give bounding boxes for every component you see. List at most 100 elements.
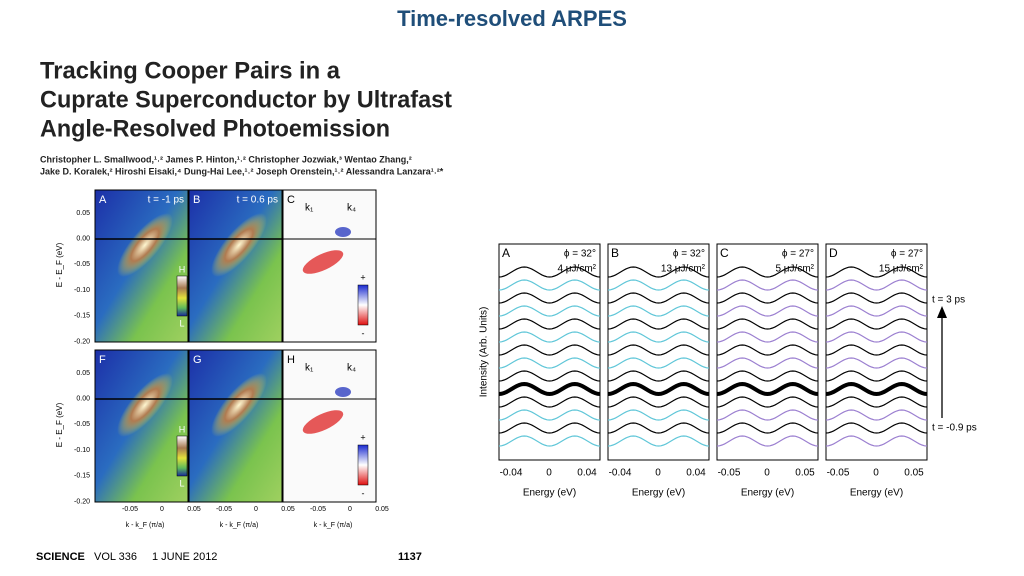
y-tick-label: -0.10 (74, 287, 90, 294)
x-tick-label: 0.05 (281, 506, 295, 513)
y-axis-label: Intensity (Arb. Units) (479, 307, 490, 398)
x-tick-label: -0.04 (500, 468, 523, 479)
colorbar-label: L (179, 318, 184, 328)
panel-frame (825, 243, 928, 461)
edc-curve (716, 396, 819, 408)
edc-curve (498, 266, 601, 278)
edc-curve (825, 370, 928, 382)
k-label: k₄ (347, 203, 356, 214)
panel-frame (607, 243, 710, 461)
x-tick-label: -0.05 (718, 468, 741, 479)
edc-curve (607, 318, 710, 330)
paper-title: Angle-Resolved Photoemission (40, 115, 390, 142)
panel-letter: C (720, 246, 729, 260)
x-axis-label: Energy (eV) (741, 488, 794, 499)
time-label: t = 3 ps (932, 295, 965, 306)
edc-curve (607, 381, 710, 397)
x-axis-label: k - k_F (π/a) (314, 522, 353, 529)
x-tick-label: -0.05 (216, 506, 232, 513)
edc-curve (498, 435, 601, 447)
panel-frame (716, 243, 819, 461)
edc-curve (716, 357, 819, 369)
panel-letter: H (287, 354, 295, 366)
edc-curve (825, 435, 928, 447)
edc-curve (607, 331, 710, 343)
edc-curve (825, 422, 928, 434)
y-tick-label: -0.15 (74, 473, 90, 480)
band (117, 373, 173, 437)
k-label: k₄ (347, 363, 356, 374)
edc-curve (825, 381, 928, 397)
panel-frame (498, 243, 601, 461)
colorbar-label: + (360, 272, 365, 282)
paper-title: Tracking Cooper Pairs in a (40, 57, 341, 84)
journal: SCIENCE (36, 551, 85, 563)
edc-curve (825, 357, 928, 369)
colorbar (176, 435, 188, 477)
edc-curve (498, 370, 601, 382)
edc-curve (607, 344, 710, 356)
edc-curve (607, 266, 710, 278)
diff-red (302, 410, 344, 434)
phi-label: ϕ = 32° (564, 249, 596, 260)
colorbar-label: H (179, 424, 186, 434)
x-tick-label: 0 (254, 506, 258, 513)
edc-curve (607, 357, 710, 369)
slide-title: Time-resolved ARPES (397, 6, 627, 31)
edc-curve (498, 331, 601, 343)
edc-curve (716, 409, 819, 421)
x-tick-label: 0.04 (686, 468, 706, 479)
diff-colorbar (357, 284, 369, 326)
y-tick-label: -0.05 (74, 261, 90, 268)
edc-curve (825, 331, 928, 343)
band (211, 213, 267, 277)
edc-curve (825, 396, 928, 408)
edc-curve (498, 305, 601, 317)
panel-label: t = -1 ps (148, 195, 184, 206)
edc-curve (498, 381, 601, 397)
y-tick-label: 0.05 (76, 210, 90, 217)
panel-letter: B (611, 246, 619, 260)
y-tick-label: -0.15 (74, 313, 90, 320)
edc-curve (716, 292, 819, 304)
panel-label: t = 0.6 ps (237, 195, 278, 206)
band (117, 213, 173, 277)
panel-letter: G (193, 354, 202, 366)
edc-curve (498, 292, 601, 304)
edc-curve (607, 279, 710, 291)
diff-blue (335, 227, 351, 237)
fluence-label: 15 μJ/cm² (879, 264, 924, 275)
fluence-label: 4 μJ/cm² (557, 264, 596, 275)
phi-label: ϕ = 27° (782, 249, 814, 260)
edc-curve (498, 396, 601, 408)
colorbar-label: - (362, 328, 365, 338)
x-tick-label: 0 (348, 506, 352, 513)
x-tick-label: -0.04 (609, 468, 632, 479)
edc-curve (607, 292, 710, 304)
y-axis-label: E - E_F (eV) (55, 242, 64, 287)
authors: Christopher L. Smallwood,¹˒² James P. Hi… (40, 154, 412, 164)
edc-curve (825, 279, 928, 291)
edc-curve (607, 396, 710, 408)
edc-curve (607, 409, 710, 421)
diff-blue (335, 387, 351, 397)
edc-curve (716, 266, 819, 278)
y-tick-label: -0.20 (74, 338, 90, 345)
colorbar (176, 275, 188, 317)
page-number: 1137 (398, 551, 422, 563)
edc-curve (825, 305, 928, 317)
edc-curve (498, 318, 601, 330)
x-tick-label: 0.05 (904, 468, 924, 479)
paper-title: Cuprate Superconductor by Ultrafast (40, 86, 452, 113)
y-tick-label: 0.00 (76, 396, 90, 403)
x-tick-label: 0 (764, 468, 770, 479)
edc-curve (716, 344, 819, 356)
k-label: k₁ (305, 363, 314, 374)
fluence-label: 5 μJ/cm² (775, 264, 814, 275)
band (211, 373, 267, 437)
arrow-head (937, 306, 947, 318)
edc-curve (607, 435, 710, 447)
edc-curve (498, 357, 601, 369)
x-tick-label: 0 (655, 468, 661, 479)
